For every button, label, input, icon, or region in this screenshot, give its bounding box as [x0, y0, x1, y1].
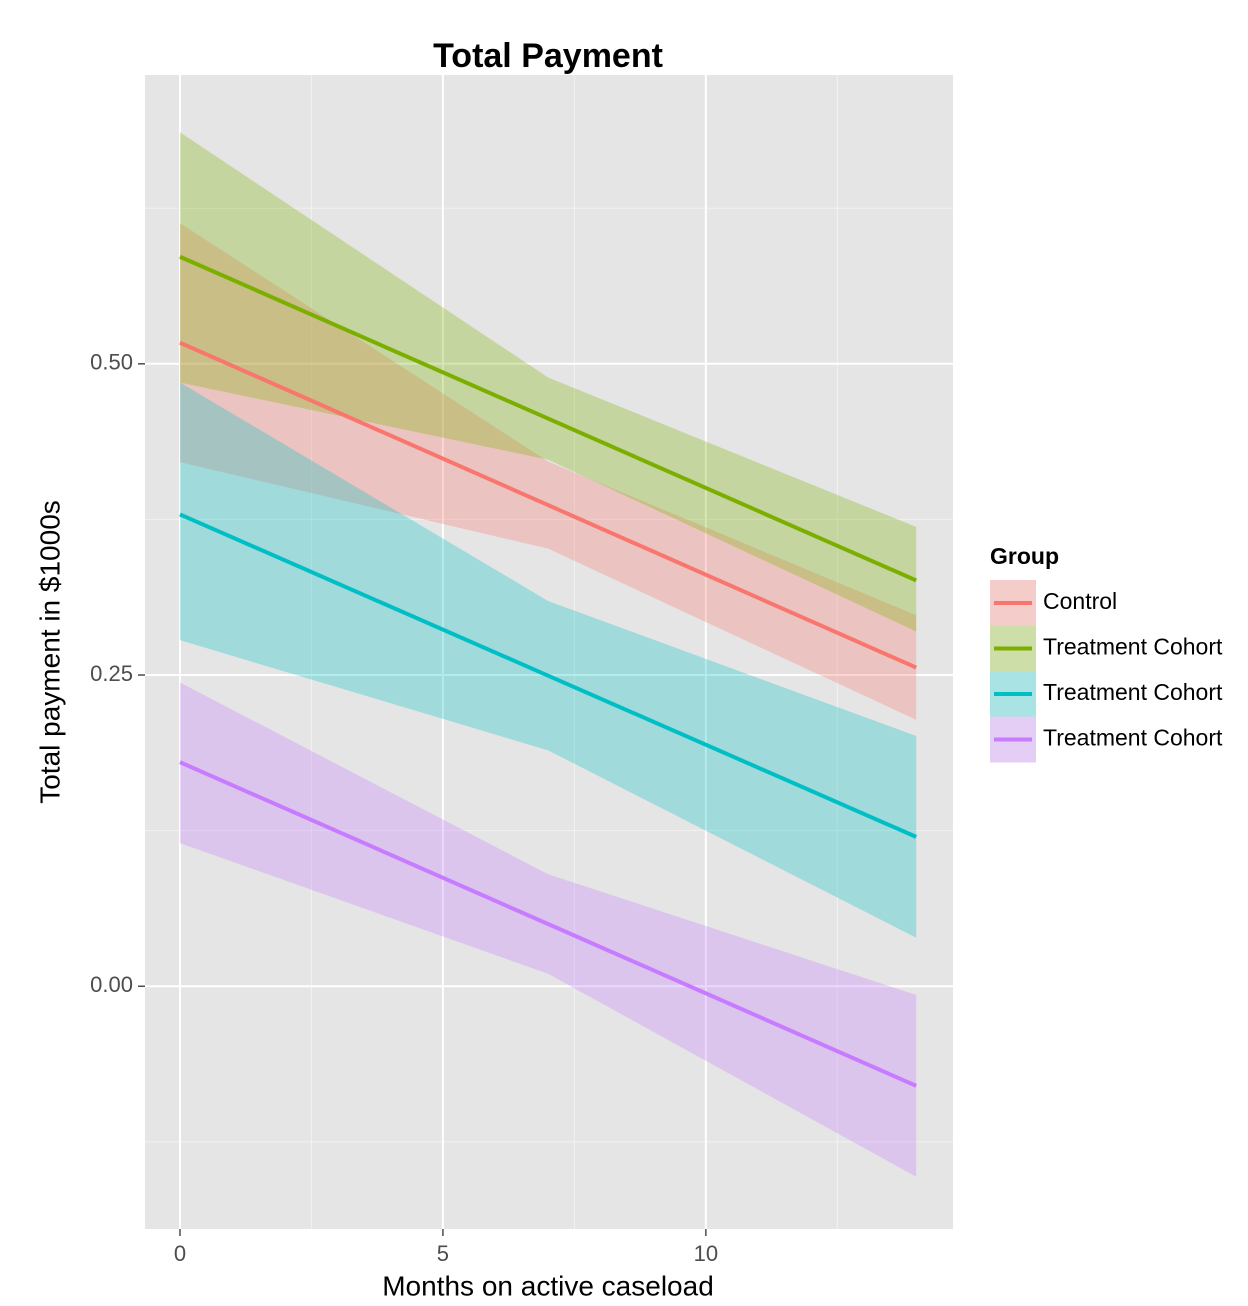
- confidence-band: [179, 382, 917, 938]
- lines: [179, 254, 917, 1088]
- legend-label: Treatment Cohort: [1043, 634, 1223, 660]
- confidence-band: [179, 682, 917, 1177]
- x-tick-label: 0: [174, 1241, 186, 1266]
- legend-label: Treatment Cohort: [1043, 679, 1223, 705]
- x-axis-title: Months on active caseload: [382, 1270, 714, 1301]
- y-tick-label: 0.50: [90, 350, 133, 375]
- grid: [145, 75, 953, 1229]
- bands: [179, 132, 917, 1177]
- line: [179, 760, 917, 1088]
- line: [179, 512, 917, 839]
- y-axis-title: Total payment in $1000s: [34, 500, 65, 804]
- x-tick-label: 10: [694, 1241, 718, 1266]
- x-tick-label: 5: [437, 1241, 449, 1266]
- chart-title: Total Payment: [433, 37, 663, 75]
- confidence-band: [179, 132, 917, 632]
- legend-label: Control: [1043, 588, 1117, 614]
- y-tick-label: 0.00: [90, 972, 133, 997]
- legend-label: Treatment Cohort: [1043, 725, 1223, 751]
- confidence-band: [179, 223, 917, 720]
- y-tick-label: 0.25: [90, 661, 133, 686]
- line: [179, 254, 917, 583]
- plot-panel: [145, 75, 953, 1229]
- line: [179, 340, 917, 670]
- legend-title: Group: [990, 543, 1059, 569]
